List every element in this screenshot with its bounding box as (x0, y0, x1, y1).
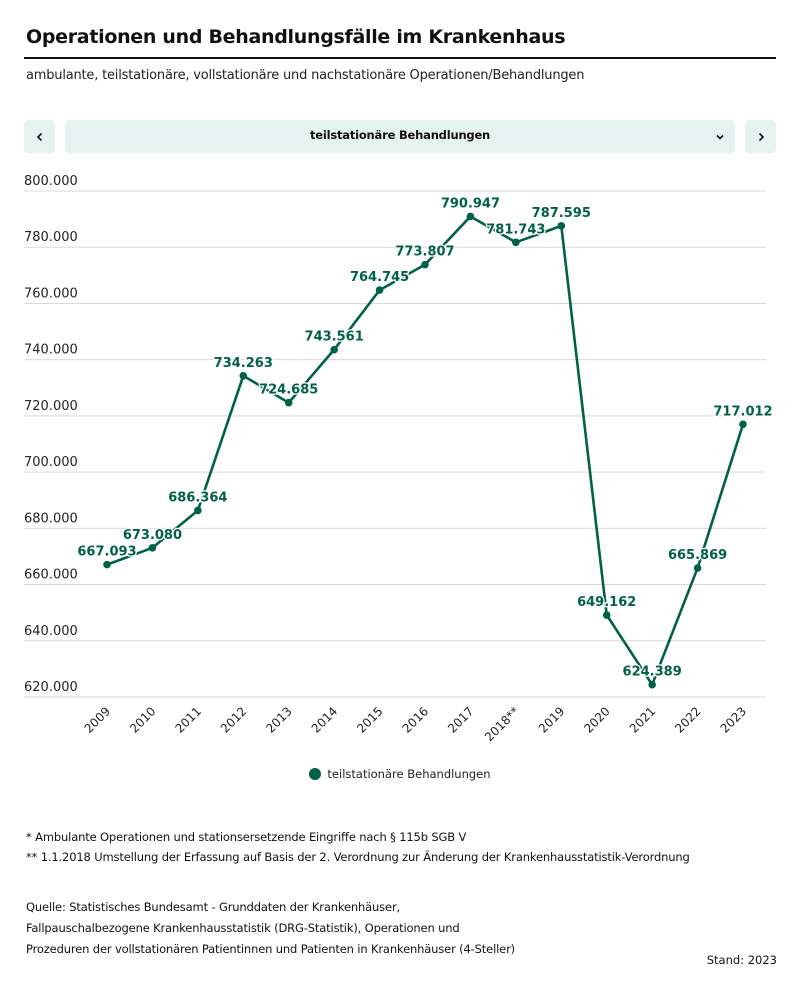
data-point[interactable] (466, 212, 475, 221)
y-tick-label: 800.000 (24, 174, 78, 189)
legend[interactable]: teilstationäre Behandlungen (0, 767, 800, 781)
data-label: 773.807 (395, 245, 454, 260)
x-tick-label: 2023 (718, 704, 749, 735)
data-label: 667.093 (77, 545, 136, 560)
data-label: 790.947 (441, 196, 500, 211)
x-tick-label: 2013 (263, 704, 294, 735)
data-point[interactable] (739, 420, 747, 429)
y-tick-label: 620.000 (24, 680, 78, 695)
data-label: 787.595 (532, 206, 591, 221)
data-label: 734.263 (214, 356, 273, 371)
x-tick-label: 2015 (354, 704, 385, 735)
chevron-right-icon (758, 132, 764, 141)
data-label: 717.012 (713, 404, 772, 419)
y-tick-label: 660.000 (24, 568, 78, 583)
chevron-down-icon (716, 134, 724, 140)
chevron-left-icon (36, 132, 42, 141)
data-point[interactable] (648, 680, 656, 689)
data-label: 686.364 (168, 490, 227, 505)
data-label: 624.389 (623, 665, 682, 680)
x-tick-label: 2016 (400, 704, 431, 735)
x-tick-label: 2022 (672, 704, 703, 735)
x-tick-label: 2017 (445, 704, 476, 735)
series-line-path (106, 215, 745, 686)
x-tick-label: 2014 (309, 704, 340, 735)
x-tick-label: 2019 (536, 704, 567, 735)
source-note: Quelle: Statistisches Bundesamt - Grundd… (26, 900, 516, 956)
x-tick-label: 2011 (172, 704, 203, 735)
data-label: 649.162 (577, 595, 636, 610)
data-point[interactable] (103, 560, 111, 569)
title-divider (24, 57, 776, 59)
y-tick-label: 700.000 (24, 455, 78, 470)
chart-subtitle: ambulante, teilstationäre, vollstationär… (26, 68, 585, 83)
line-chart: 620.000 640.000 660.000 680.000 700.000 720.0… (24, 174, 774, 744)
data-label: 743.561 (305, 330, 364, 345)
data-point[interactable] (375, 286, 384, 294)
data-label: 665.869 (668, 548, 727, 563)
legend-marker (309, 768, 322, 780)
data-point[interactable] (557, 222, 566, 230)
next-series-button[interactable] (745, 120, 776, 153)
y-tick-label: 720.000 (24, 399, 78, 414)
series-dropdown[interactable]: teilstationäre Behandlungen (65, 120, 735, 153)
footnote-2: ** 1.1.2018 Umstellung der Erfassung auf… (26, 850, 690, 864)
data-labels: 667.093 673.080 686.364 734.263 724.685 743.5… (76, 195, 774, 681)
y-tick-label: 740.000 (24, 343, 78, 358)
series-line (106, 215, 745, 686)
data-point[interactable] (284, 398, 293, 407)
x-tick-label: 2021 (627, 704, 658, 735)
legend-label: teilstationäre Behandlungen (327, 767, 491, 781)
data-point[interactable] (512, 238, 520, 247)
data-label: 781.743 (486, 222, 545, 237)
data-point[interactable] (194, 506, 202, 515)
y-tick-label: 780.000 (24, 230, 78, 245)
previous-series-button[interactable] (24, 120, 55, 153)
x-tick-label: 2020 (581, 704, 612, 735)
series-dropdown-value: teilstationäre Behandlungen (309, 128, 491, 142)
gridlines (24, 190, 766, 698)
data-label: 724.685 (259, 383, 318, 398)
data-point[interactable] (693, 564, 702, 572)
y-tick-label: 760.000 (24, 286, 78, 301)
data-point[interactable] (239, 371, 248, 380)
y-tick-label: 640.000 (24, 624, 78, 639)
chart-title: Operationen und Behandlungsfälle im Kran… (26, 26, 566, 48)
series-points (103, 212, 747, 689)
y-tick-label: 680.000 (24, 511, 78, 526)
x-tick-label: 2010 (127, 704, 158, 735)
x-axis-ticks: 2009 2010 2011 2012 2013 2014 2015 2016 2017 2018… (82, 704, 749, 744)
data-point[interactable] (148, 543, 157, 552)
x-tick-label: 2009 (82, 704, 113, 735)
x-tick-label: 2018** (482, 704, 522, 744)
data-point[interactable] (602, 611, 611, 619)
data-label: 673.080 (123, 528, 182, 543)
data-point[interactable] (330, 345, 338, 354)
y-axis-ticks: 620.000 640.000 660.000 680.000 700.000 720.0… (24, 174, 78, 695)
data-point[interactable] (421, 260, 429, 269)
footnote-1: * Ambulante Operationen und stationserse… (26, 830, 467, 844)
x-tick-label: 2012 (218, 704, 249, 735)
data-status: Stand: 2023 (706, 953, 777, 967)
data-label: 764.745 (350, 270, 409, 285)
